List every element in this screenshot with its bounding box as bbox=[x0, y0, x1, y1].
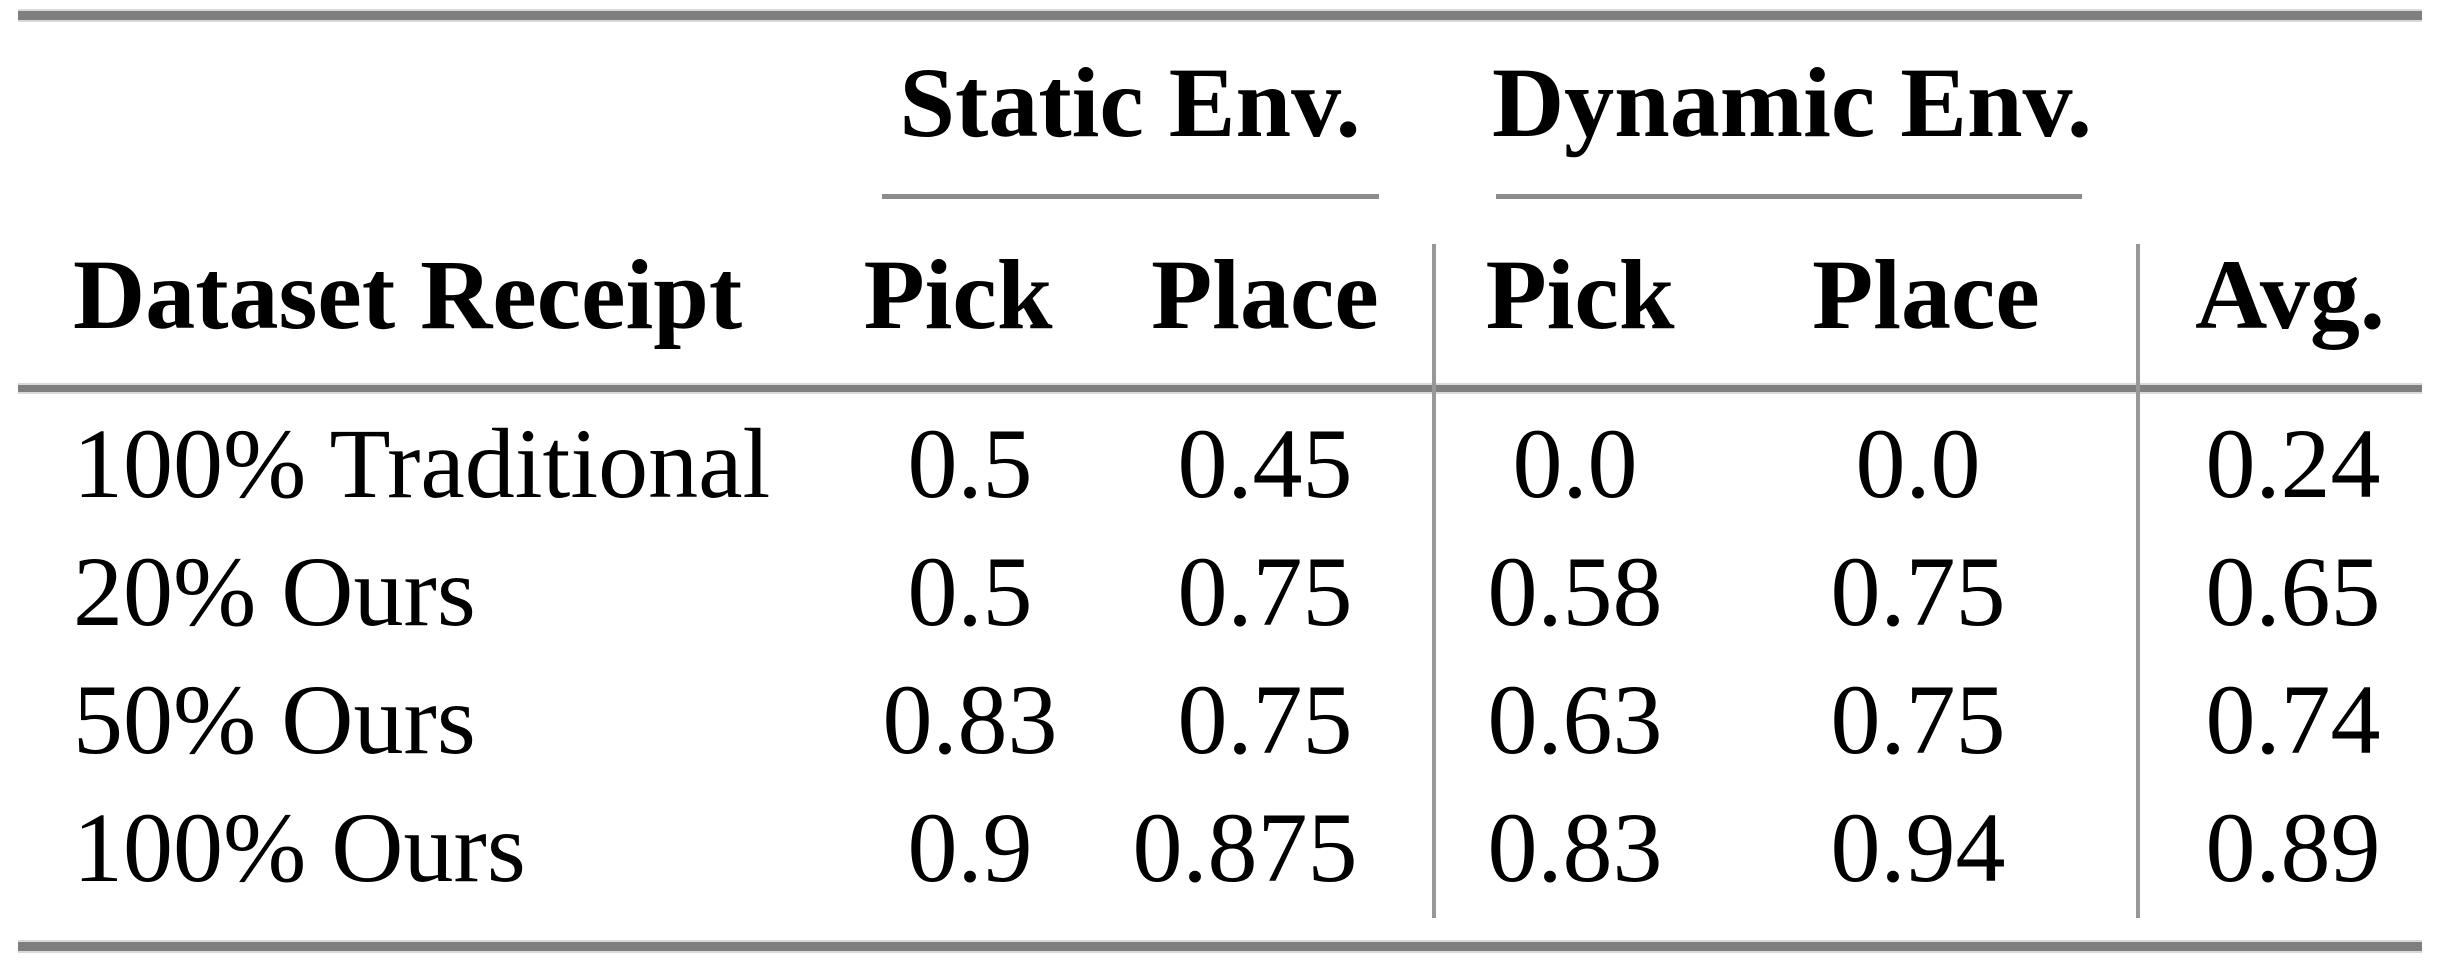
value-static-pick: 0.5 bbox=[907, 408, 1033, 519]
value-static-pick: 0.5 bbox=[907, 536, 1033, 647]
value-dynamic-place: 0.0 bbox=[1855, 408, 1981, 519]
top-rule bbox=[18, 11, 2422, 20]
column-header-dataset-receipt: Dataset Receipt bbox=[73, 239, 743, 350]
value-static-place: 0.75 bbox=[1177, 536, 1353, 647]
row-label: 100% Ours bbox=[73, 792, 526, 903]
value-dynamic-pick: 0.58 bbox=[1487, 536, 1663, 647]
value-avg: 0.24 bbox=[2205, 408, 2381, 519]
group-header-static-env: Static Env. bbox=[899, 47, 1361, 158]
separator-dynamic-avg bbox=[2136, 244, 2140, 918]
value-dynamic-place: 0.75 bbox=[1830, 664, 2006, 775]
value-dynamic-pick: 0.0 bbox=[1512, 408, 1638, 519]
value-static-place: 0.875 bbox=[1132, 792, 1358, 903]
group-header-dynamic-env: Dynamic Env. bbox=[1491, 47, 2093, 158]
value-static-place: 0.75 bbox=[1177, 664, 1353, 775]
header-mid-rule bbox=[18, 385, 2422, 392]
dynamic-env-cmidrule bbox=[1496, 194, 2082, 199]
row-label: 100% Traditional bbox=[73, 408, 771, 519]
column-header-avg: Avg. bbox=[2195, 239, 2385, 350]
value-static-pick: 0.83 bbox=[882, 664, 1058, 775]
value-dynamic-place: 0.94 bbox=[1830, 792, 2006, 903]
column-header-dynamic-place: Place bbox=[1812, 239, 2040, 350]
value-dynamic-pick: 0.63 bbox=[1487, 664, 1663, 775]
value-dynamic-pick: 0.83 bbox=[1487, 792, 1663, 903]
static-env-cmidrule bbox=[882, 194, 1379, 199]
column-header-dynamic-pick: Pick bbox=[1485, 239, 1675, 350]
column-header-static-pick: Pick bbox=[863, 239, 1053, 350]
value-dynamic-place: 0.75 bbox=[1830, 536, 2006, 647]
value-static-place: 0.45 bbox=[1177, 408, 1353, 519]
value-static-pick: 0.9 bbox=[907, 792, 1033, 903]
bottom-rule bbox=[18, 942, 2422, 951]
column-header-static-place: Place bbox=[1151, 239, 1379, 350]
value-avg: 0.65 bbox=[2205, 536, 2381, 647]
separator-static-dynamic bbox=[1432, 244, 1436, 918]
row-label: 50% Ours bbox=[73, 664, 476, 775]
value-avg: 0.74 bbox=[2205, 664, 2381, 775]
row-label: 20% Ours bbox=[73, 536, 476, 647]
value-avg: 0.89 bbox=[2205, 792, 2381, 903]
